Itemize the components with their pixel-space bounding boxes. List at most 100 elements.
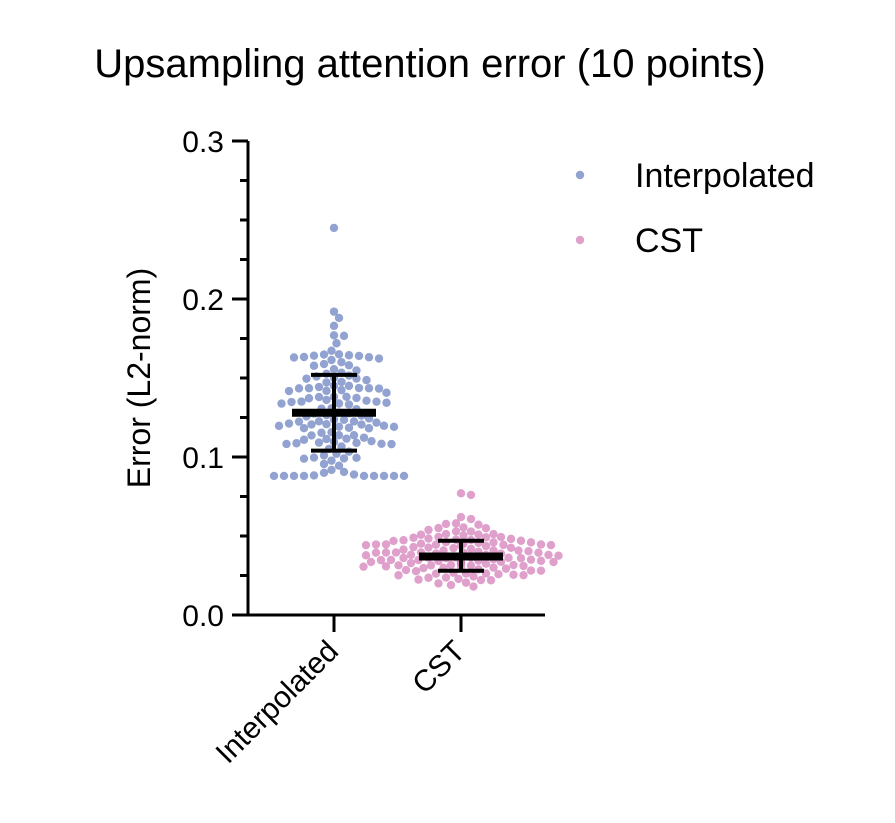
data-point [416,530,426,539]
data-point [274,421,284,431]
data-point [366,557,376,567]
data-point [322,434,331,444]
data-point [489,538,498,547]
data-point [391,548,401,557]
data-point [364,384,374,393]
data-point [279,471,289,481]
data-point [381,548,391,557]
data-point [284,419,294,428]
data-point [314,417,324,426]
data-point [526,538,536,547]
data-point [434,579,443,588]
data-point [526,555,536,564]
data-point [381,562,391,571]
data-point [359,471,369,481]
data-point [456,512,466,522]
data-point [362,396,371,405]
data-point [389,536,398,546]
data-point [339,331,349,341]
data-point [474,530,483,539]
data-point [319,451,329,460]
data-point [352,393,361,403]
data-point [379,471,389,481]
data-point [307,431,316,440]
data-point [309,351,319,360]
data-point [337,377,346,387]
data-point [481,541,491,551]
data-point [337,385,346,395]
data-point [466,527,476,536]
data-point [299,435,309,444]
data-point [359,562,368,571]
data-point [409,542,418,552]
data-point [504,553,513,562]
data-point [489,529,498,539]
data-point [466,514,476,524]
data-point [469,582,478,591]
data-point [424,534,433,543]
data-point [359,433,369,442]
data-point [294,384,304,393]
data-point [354,351,364,361]
data-point [524,547,533,556]
data-point [289,471,299,481]
data-point [424,543,433,552]
data-point [416,539,426,548]
data-point [466,490,476,500]
data-point [367,436,376,446]
data-point [329,331,339,340]
data-point [349,431,359,440]
data-point [426,561,436,570]
data-point [302,374,311,383]
y-tick-label: 0.1 [182,442,224,475]
data-point [339,415,349,424]
data-point [277,399,286,408]
data-point [454,574,463,584]
data-point [509,560,518,570]
data-point [526,566,536,575]
data-point [441,529,451,539]
data-point [357,420,366,429]
data-point [322,386,331,396]
data-point [372,418,381,427]
data-point [424,525,433,535]
data-point [489,563,498,572]
data-point [327,456,336,465]
data-point [411,566,421,576]
data-point [399,545,408,554]
data-point [519,561,528,571]
data-point [282,439,291,449]
y-tick-label: 0.3 [182,126,224,159]
legend-label: Interpolated [635,157,815,195]
data-point [456,489,466,498]
data-point [317,428,326,437]
data-point [374,384,384,393]
data-point [299,352,309,362]
data-point [334,430,344,440]
data-point [309,453,319,462]
data-point [466,544,476,554]
data-point [506,543,516,553]
data-point [424,573,433,582]
data-point [374,354,384,363]
data-point [319,459,329,469]
data-point [344,361,354,370]
data-point [446,560,456,570]
data-point [546,540,556,550]
data-point [339,454,349,463]
data-point [334,422,344,431]
data-point [534,548,543,557]
data-point [459,531,468,540]
data-point [334,461,344,470]
data-point [536,566,546,575]
data-point [401,565,411,575]
data-point [322,395,331,405]
data-point [461,578,471,587]
data-point [344,351,354,360]
data-point [322,378,331,387]
data-point [309,361,319,370]
data-point [319,359,329,369]
legend-marker [575,170,585,180]
data-point [389,422,399,431]
